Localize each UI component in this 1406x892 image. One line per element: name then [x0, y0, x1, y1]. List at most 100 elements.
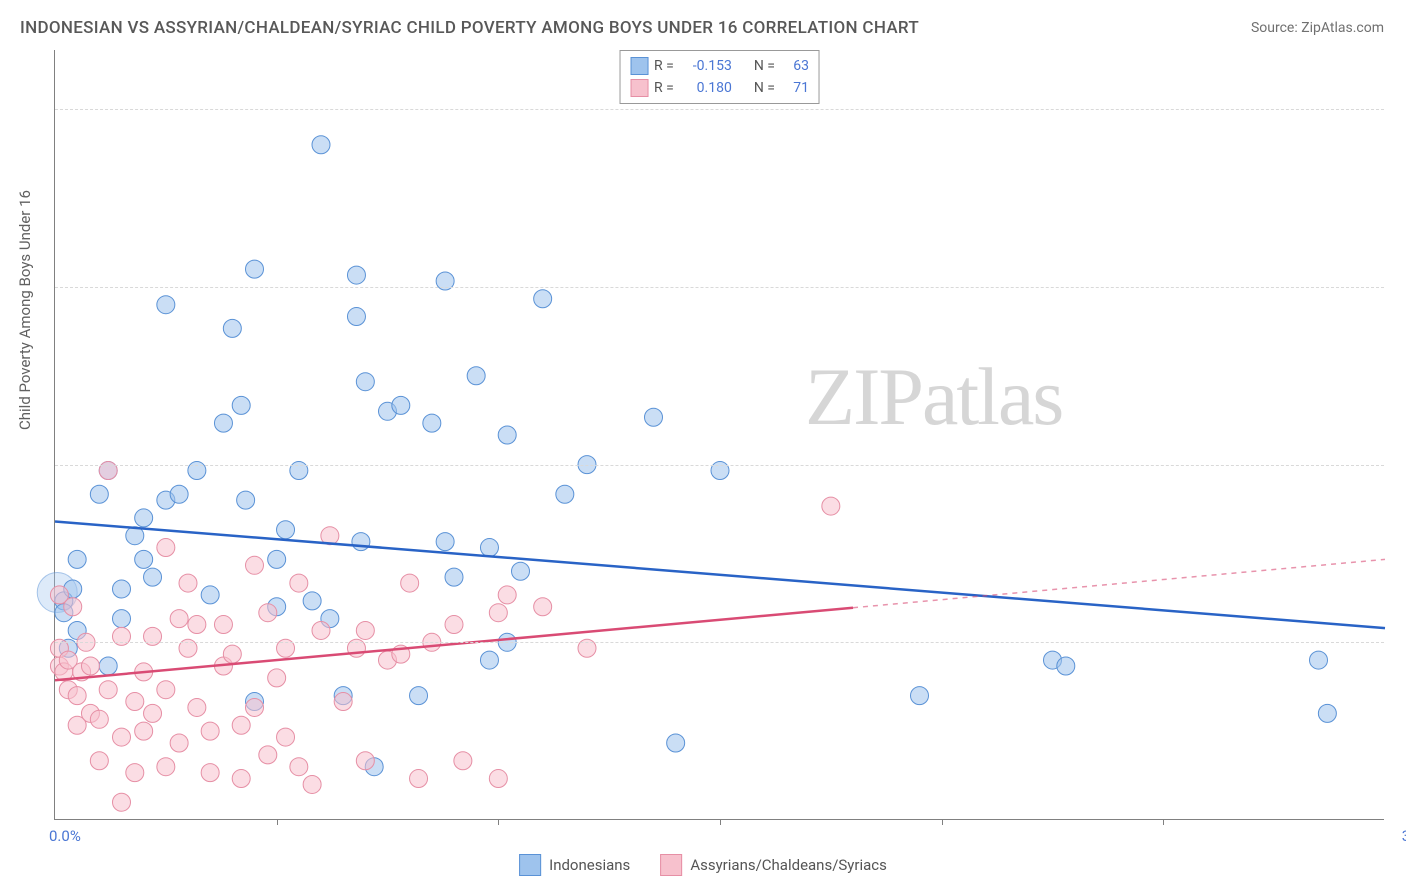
data-point: [246, 556, 264, 574]
legend-item-assyrians: Assyrians/Chaldeans/Syriacs: [660, 854, 887, 876]
data-point: [534, 598, 552, 616]
data-point: [445, 616, 463, 634]
data-point: [170, 610, 188, 628]
data-point: [157, 681, 175, 699]
data-point: [126, 693, 144, 711]
grid-line: [55, 465, 1384, 466]
y-tick-label: 30.0%: [1392, 456, 1406, 474]
data-point: [498, 426, 516, 444]
data-point: [401, 574, 419, 592]
data-point: [157, 296, 175, 314]
data-point: [410, 687, 428, 705]
swatch-assyrians: [660, 854, 682, 876]
x-tick-label: 30.0%: [1402, 827, 1406, 845]
data-point: [246, 260, 264, 278]
data-point: [64, 598, 82, 616]
source-label: Source: ZipAtlas.com: [1251, 20, 1384, 36]
data-point: [356, 373, 374, 391]
n-label: N =: [754, 77, 775, 99]
data-point: [667, 734, 685, 752]
data-point: [246, 698, 264, 716]
grid-line: [55, 109, 1384, 110]
data-point: [232, 770, 250, 788]
data-point: [534, 290, 552, 308]
x-tick: [1163, 819, 1164, 825]
data-point: [822, 497, 840, 515]
data-point: [259, 604, 277, 622]
data-point: [303, 775, 321, 793]
data-point: [423, 414, 441, 432]
data-point: [352, 533, 370, 551]
y-tick-label: 60.0%: [1392, 100, 1406, 118]
r-value-1: 0.180: [680, 77, 732, 99]
legend-item-indonesians: Indonesians: [519, 854, 630, 876]
r-value-0: -0.153: [680, 55, 732, 77]
data-point: [303, 592, 321, 610]
data-point: [188, 616, 206, 634]
data-point: [90, 485, 108, 503]
data-point: [237, 491, 255, 509]
data-point: [259, 746, 277, 764]
swatch-indonesians: [519, 854, 541, 876]
data-point: [445, 568, 463, 586]
data-point: [356, 621, 374, 639]
data-point: [347, 266, 365, 284]
data-point: [645, 408, 663, 426]
data-point: [1310, 651, 1328, 669]
y-tick-label: 45.0%: [1392, 278, 1406, 296]
legend-label: Indonesians: [549, 856, 630, 874]
data-point: [68, 550, 86, 568]
legend-correlation: R = -0.153 N = 63 R = 0.180 N = 71: [619, 50, 820, 104]
data-point: [201, 764, 219, 782]
data-point: [113, 728, 131, 746]
data-point: [201, 722, 219, 740]
y-axis-label: Child Poverty Among Boys Under 16: [16, 190, 34, 430]
data-point: [556, 485, 574, 503]
data-point: [480, 651, 498, 669]
grid-line: [55, 287, 1384, 288]
data-point: [223, 319, 241, 337]
x-tick: [277, 819, 278, 825]
swatch-assyrians: [630, 79, 648, 97]
data-point: [277, 728, 295, 746]
swatch-indonesians: [630, 57, 648, 75]
data-point: [179, 574, 197, 592]
data-point: [135, 722, 153, 740]
data-point: [113, 793, 131, 811]
data-point: [436, 533, 454, 551]
plot-svg: [55, 50, 1384, 819]
data-point: [277, 521, 295, 539]
data-point: [498, 586, 516, 604]
data-point: [312, 136, 330, 154]
data-point: [489, 604, 507, 622]
data-point: [232, 716, 250, 734]
data-point: [90, 752, 108, 770]
data-point: [232, 396, 250, 414]
data-point: [1318, 704, 1336, 722]
data-point: [157, 758, 175, 776]
data-point: [290, 758, 308, 776]
data-point: [99, 657, 117, 675]
n-label: N =: [754, 55, 775, 77]
data-point: [99, 681, 117, 699]
legend-row-assyrians: R = 0.180 N = 71: [630, 77, 809, 99]
n-value-1: 71: [781, 77, 809, 99]
legend-label: Assyrians/Chaldeans/Syriacs: [690, 856, 887, 874]
data-point: [347, 308, 365, 326]
data-point: [170, 485, 188, 503]
data-point: [223, 645, 241, 663]
data-point: [214, 414, 232, 432]
data-point: [512, 562, 530, 580]
data-point: [1057, 657, 1075, 675]
data-point: [290, 574, 308, 592]
data-point: [135, 550, 153, 568]
plot-area: ZIPatlas R = -0.153 N = 63 R = 0.180 N =…: [54, 50, 1384, 820]
data-point: [81, 657, 99, 675]
trend-line-extrapolated: [853, 559, 1385, 607]
data-point: [201, 586, 219, 604]
data-point: [268, 669, 286, 687]
y-tick-label: 15.0%: [1392, 633, 1406, 651]
data-point: [144, 704, 162, 722]
data-point: [170, 734, 188, 752]
data-point: [356, 752, 374, 770]
